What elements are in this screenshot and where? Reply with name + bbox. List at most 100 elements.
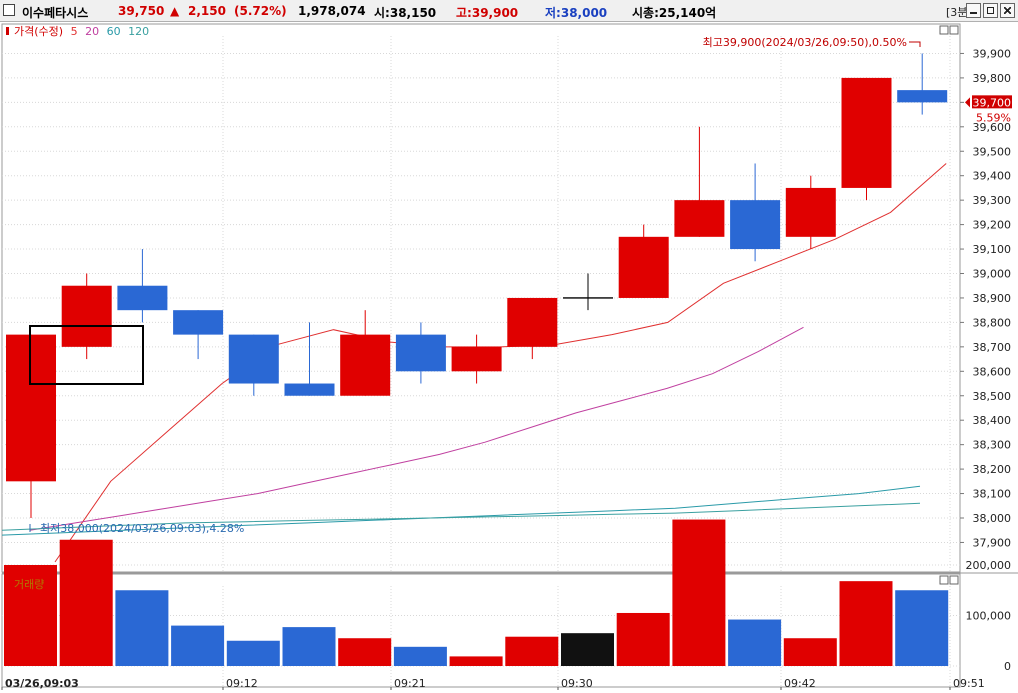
volume-label: 거래량 (14, 578, 45, 591)
candle-body (284, 383, 335, 396)
volume-bar (672, 519, 726, 666)
volume-bar (616, 612, 670, 666)
volume-bar (505, 636, 559, 666)
volume-bar (4, 565, 57, 666)
price-axis-label: 38,900 (973, 292, 1012, 305)
volume-bar (728, 619, 782, 666)
close-button[interactable] (1000, 3, 1015, 18)
current-price: 39,750 (118, 4, 165, 18)
price-legend: 가격(수정) 5 20 60 120 (14, 23, 153, 39)
price-legend-marker (6, 27, 9, 35)
current-price-pct: 5.59% (976, 111, 1011, 124)
price-axis-label: 38,300 (973, 439, 1012, 452)
price-axis-label: 38,000 (973, 512, 1012, 525)
up-arrow-icon: ▲ (170, 4, 180, 18)
volume-bar (171, 625, 225, 666)
time-axis-label: 09:21 (394, 677, 426, 690)
low-price: 저:38,000 (545, 6, 608, 20)
price-axis-label: 39,900 (973, 47, 1012, 60)
ma-line-20 (29, 326, 804, 531)
current-price-tag-bg (972, 95, 1012, 109)
candle-body (228, 334, 279, 384)
candle-body (61, 285, 112, 347)
legend-ma120: 120 (128, 25, 150, 38)
price-axis-label: 38,600 (973, 365, 1012, 378)
high-annotation: 최고39,900(2024/03/26,09:50),0.50% (703, 36, 907, 49)
candle-body (674, 200, 725, 237)
price-axis-label: 38,100 (973, 488, 1012, 501)
selection-box[interactable] (29, 325, 144, 385)
window-icon (3, 4, 15, 16)
price-pane-close-button[interactable] (949, 25, 959, 35)
price-axis-label: 39,000 (973, 268, 1012, 281)
stock-name: 이수페타시스 (22, 6, 89, 20)
price-axis-label: 38,200 (973, 463, 1012, 476)
time-axis-label: 09:42 (784, 677, 816, 690)
candle-body (897, 90, 948, 103)
candle-body (841, 77, 892, 188)
price-axis-label: 38,400 (973, 414, 1012, 427)
maximize-button[interactable] (983, 3, 998, 18)
title-bar: 이수페타시스 39,750 ▲ 2,150 (5.72%) 1,978,074 … (0, 0, 1018, 22)
ma-line-60 (1, 485, 921, 536)
price-axis-label: 39,100 (973, 243, 1012, 256)
current-price-marker-icon (965, 97, 970, 108)
market-cap: 시총:25,140억 (632, 6, 717, 20)
time-axis-label: 09:30 (561, 677, 593, 690)
candle-body (173, 310, 224, 335)
price-axis-label: 39,500 (973, 145, 1012, 158)
price-axis-label: 38,500 (973, 390, 1012, 403)
high-price: 고:39,900 (456, 6, 519, 20)
legend-price-label: 가격(수정) (14, 25, 64, 38)
price-axis-label: 39,300 (973, 194, 1012, 207)
legend-ma20: 20 (85, 25, 100, 38)
price-axis-label: 39,200 (973, 219, 1012, 232)
candle-body (451, 346, 502, 372)
open-price: 시:38,150 (374, 6, 437, 20)
time-axis-label: 09:51 (953, 677, 985, 690)
candle-body (785, 187, 836, 237)
ma-line-120 (1, 502, 921, 531)
volume-bar (282, 627, 336, 666)
legend-ma5: 5 (70, 25, 78, 38)
candle-body (730, 200, 781, 250)
legend-ma60: 60 (106, 25, 121, 38)
volume-bar (226, 640, 280, 666)
price-pane-maximize-button[interactable] (939, 25, 949, 35)
candle-body (395, 334, 446, 372)
current-price-tag: 39,700 (973, 96, 1012, 109)
candle-body (117, 285, 168, 311)
volume-bar (393, 646, 447, 666)
volume-axis-label: 100,000 (966, 610, 1012, 623)
price-axis-label: 39,800 (973, 72, 1012, 85)
time-axis-label: 09:12 (226, 677, 258, 690)
price-axis-label: 38,800 (973, 316, 1012, 329)
price-axis-label: 39,400 (973, 170, 1012, 183)
volume-bar (839, 581, 893, 666)
candle-body (340, 334, 391, 396)
candle-body (618, 236, 669, 298)
price-change-pct: (5.72%) (234, 4, 287, 18)
volume-axis-label: 200,000 (966, 559, 1012, 572)
interval-selector[interactable]: [3분] (946, 6, 972, 19)
price-change: 2,150 (188, 4, 226, 18)
volume-bar (783, 638, 837, 666)
volume-pane-frame (1, 573, 961, 688)
candle-body (507, 297, 558, 347)
volume-bar (449, 656, 503, 666)
volume-bar (895, 590, 949, 666)
volume-bar (338, 638, 392, 666)
volume-bar (561, 633, 614, 666)
volume-total: 1,978,074 (298, 4, 366, 18)
price-axis-label: 39,600 (973, 121, 1012, 134)
volume-axis-label: 0 (1004, 660, 1011, 673)
volume-bar (115, 590, 169, 666)
price-axis-label: 37,900 (973, 536, 1012, 549)
low-annotation: 최저38,000(2024/03/26,09:03),4.28% (40, 522, 244, 535)
volume-bar (59, 539, 113, 666)
volume-pane-close-button[interactable] (949, 575, 959, 585)
minimize-button[interactable] (966, 3, 981, 18)
high-annotation-arrow-icon (909, 41, 921, 47)
volume-pane-maximize-button[interactable] (939, 575, 949, 585)
